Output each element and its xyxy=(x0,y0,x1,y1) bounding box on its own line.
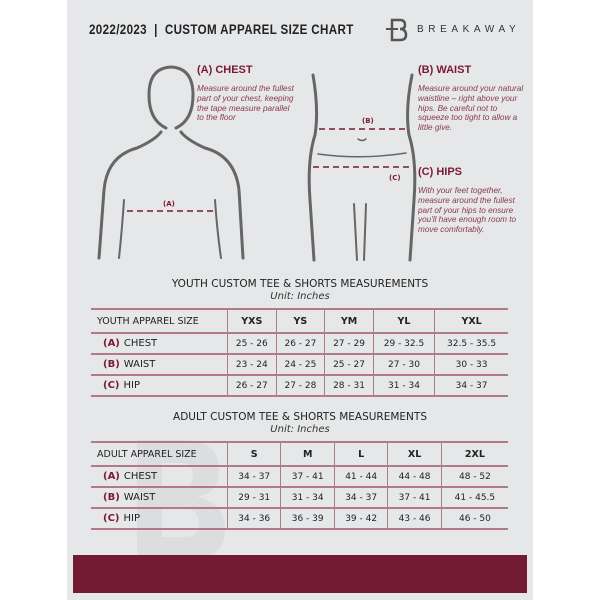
breakaway-logo-icon xyxy=(386,18,408,42)
hips-instructions: With your feet together, measure around … xyxy=(418,186,517,235)
page-title: 2022/2023 | CUSTOM APPAREL SIZE CHART xyxy=(89,22,354,37)
table-cell: 25 - 27 xyxy=(324,354,374,376)
size-header: 2XL xyxy=(440,441,508,467)
table-cell: 39 - 42 xyxy=(333,508,388,530)
row-label: (C) HIP xyxy=(91,508,228,530)
table-cell: 27 - 29 xyxy=(324,333,374,355)
table-row: (B) WAIST 29 - 31 31 - 34 34 - 37 37 - 41 41 -… xyxy=(91,487,508,509)
table-cell: 27 - 30 xyxy=(372,354,435,376)
table-cell: 41 - 44 xyxy=(333,466,388,488)
hips-marker: (C) xyxy=(389,174,401,182)
adult-size-table: ADULT APPAREL SIZE S M L XL 2XL (A) CHEST 34 - 3… xyxy=(91,441,508,530)
hips-heading: (C) HIPS xyxy=(418,166,462,178)
measure-code: (B) xyxy=(103,492,120,503)
chest-instructions: Measure around the fullest part of your … xyxy=(197,84,294,123)
size-header: YXS xyxy=(227,308,277,334)
table-cell: 34 - 37 xyxy=(226,466,281,488)
table-cell: 26 - 27 xyxy=(227,375,277,397)
brand-name: BREAKAWAY xyxy=(417,24,521,35)
size-header: YM xyxy=(324,308,374,334)
table-cell: 28 - 31 xyxy=(324,375,374,397)
table-row: (C) HIP 26 - 27 27 - 28 28 - 31 31 - 34 34 - 3… xyxy=(91,375,508,397)
size-header: YXL xyxy=(434,308,508,334)
table-cell: 30 - 33 xyxy=(434,354,508,376)
table-cell: 34 - 37 xyxy=(333,487,388,509)
lower-body-figure xyxy=(307,73,417,262)
size-header: XL xyxy=(387,441,442,467)
youth-table-title: YOUTH CUSTOM TEE & SHORTS MEASUREMENTS xyxy=(171,278,429,290)
table-cell: 23 - 24 xyxy=(227,354,277,376)
table-cell: 37 - 41 xyxy=(280,466,335,488)
table-cell: 34 - 36 xyxy=(226,508,281,530)
table-header-row: ADULT APPAREL SIZE S M L XL 2XL xyxy=(91,441,508,467)
measure-code: (C) xyxy=(103,380,120,391)
measure-code: (B) xyxy=(103,359,120,370)
adult-table-unit: Unit: Inches xyxy=(270,424,330,435)
measure-name: CHEST xyxy=(123,338,158,349)
size-header: YS xyxy=(275,308,325,334)
table-cell: 29 - 31 xyxy=(226,487,281,509)
row-label: (A) CHEST xyxy=(91,333,228,355)
measure-name: HIP xyxy=(123,380,140,391)
row-label: (B) WAIST xyxy=(91,487,228,509)
table-cell: 29 - 32.5 xyxy=(372,333,435,355)
chest-heading: (A) CHEST xyxy=(197,64,253,76)
table-cell: 46 - 50 xyxy=(440,508,508,530)
table-row: (B) WAIST 23 - 24 24 - 25 25 - 27 27 - 30 30 -… xyxy=(91,354,508,376)
footer-bar xyxy=(73,555,527,593)
table-cell: 25 - 26 xyxy=(227,333,277,355)
size-header: YL xyxy=(372,308,435,334)
measure-name: WAIST xyxy=(123,492,156,503)
measure-code: (A) xyxy=(103,338,120,349)
table-cell: 34 - 37 xyxy=(434,375,508,397)
adult-table-title: ADULT CUSTOM TEE & SHORTS MEASUREMENTS xyxy=(173,411,427,423)
table-cell: 31 - 34 xyxy=(280,487,335,509)
waist-heading: (B) WAIST xyxy=(418,64,472,76)
table-cell: 36 - 39 xyxy=(280,508,335,530)
table-cell: 37 - 41 xyxy=(387,487,442,509)
youth-table-unit: Unit: Inches xyxy=(270,291,330,302)
upper-body-figure xyxy=(97,65,245,260)
table-cell: 31 - 34 xyxy=(372,375,435,397)
row-label: (A) CHEST xyxy=(91,466,228,488)
table-cell: 41 - 45.5 xyxy=(440,487,508,509)
table-row: (A) CHEST 25 - 26 26 - 27 27 - 29 29 - 32.5 32… xyxy=(91,333,508,355)
table-row: (A) CHEST 34 - 37 37 - 41 41 - 44 44 - 48 48 -… xyxy=(91,466,508,488)
size-header: M xyxy=(280,441,335,467)
row-label: (C) HIP xyxy=(91,375,228,397)
table-cell: 32.5 - 35.5 xyxy=(434,333,508,355)
measure-name: HIP xyxy=(123,513,140,524)
size-header: S xyxy=(226,441,281,467)
table-cell: 44 - 48 xyxy=(387,466,442,488)
table-cell: 43 - 46 xyxy=(387,508,442,530)
header-label: YOUTH APPAREL SIZE xyxy=(91,308,228,334)
measure-code: (C) xyxy=(103,513,120,524)
table-cell: 27 - 28 xyxy=(275,375,325,397)
measure-name: CHEST xyxy=(123,471,158,482)
size-header: L xyxy=(333,441,388,467)
chest-marker: (A) xyxy=(163,200,175,208)
table-header-row: YOUTH APPAREL SIZE YXS YS YM YL YXL xyxy=(91,308,508,334)
measure-name: WAIST xyxy=(123,359,156,370)
table-cell: 48 - 52 xyxy=(440,466,508,488)
body-figures: (A) (B) (C) xyxy=(97,65,417,262)
row-label: (B) WAIST xyxy=(91,354,228,376)
measure-code: (A) xyxy=(103,471,120,482)
size-chart-sheet: 2022/2023 | CUSTOM APPAREL SIZE CHART BR… xyxy=(67,0,533,600)
table-cell: 24 - 25 xyxy=(275,354,325,376)
youth-size-table: YOUTH APPAREL SIZE YXS YS YM YL YXL (A) CHEST 25… xyxy=(91,308,508,397)
table-cell: 26 - 27 xyxy=(275,333,325,355)
waist-marker: (B) xyxy=(362,117,374,125)
waist-instructions: Measure around your natural waistline – … xyxy=(418,84,524,133)
header-label: ADULT APPAREL SIZE xyxy=(91,441,228,467)
table-row: (C) HIP 34 - 36 36 - 39 39 - 42 43 - 46 46 - 5… xyxy=(91,508,508,530)
